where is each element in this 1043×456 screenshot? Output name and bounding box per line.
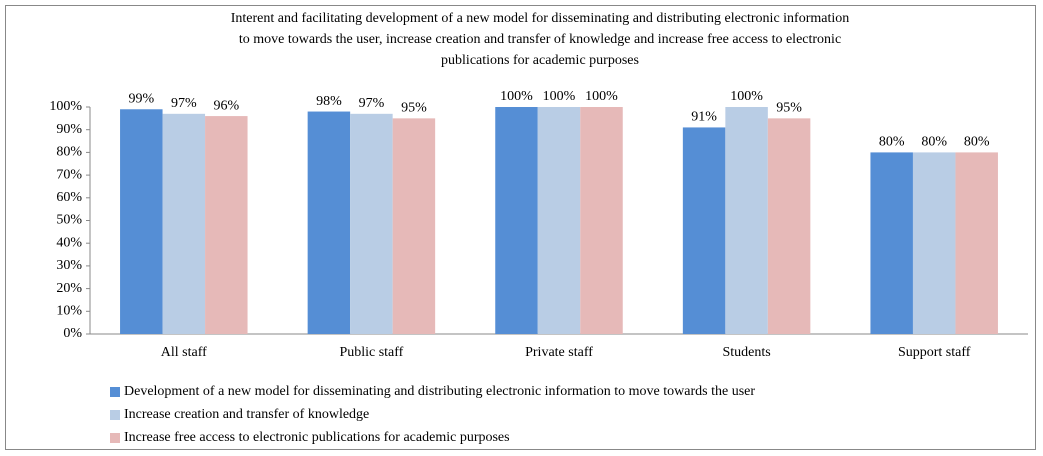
y-tick-label: 70% [56, 167, 82, 182]
x-tick-label: Public staff [339, 345, 403, 360]
y-tick-label: 80% [56, 145, 82, 160]
bar [350, 113, 393, 334]
legend-swatch [110, 433, 120, 443]
legend-label: Increase creation and transfer of knowle… [124, 407, 369, 422]
legend-label: Increase free access to electronic publi… [124, 430, 510, 445]
data-label: 100% [500, 89, 533, 104]
x-tick-label: All staff [161, 345, 207, 360]
chart-title: to move towards the user, increase creat… [239, 32, 841, 47]
y-tick-label: 100% [49, 99, 82, 114]
bar [392, 118, 436, 334]
legend-label: Development of a new model for dissemina… [124, 384, 755, 399]
chart-title: Interent and facilitating development of… [231, 11, 850, 26]
data-label: 100% [585, 89, 618, 104]
data-label: 100% [543, 89, 576, 104]
bar [537, 107, 581, 334]
bar [162, 113, 206, 334]
data-label: 80% [879, 135, 905, 150]
data-label: 96% [213, 98, 239, 113]
bar [767, 118, 811, 334]
y-tick-label: 30% [56, 258, 82, 273]
bar [955, 152, 998, 334]
data-label: 80% [964, 135, 990, 150]
data-label: 95% [401, 101, 427, 116]
data-label: 80% [921, 135, 947, 150]
bar [120, 109, 163, 335]
x-tick-label: Students [722, 345, 770, 360]
legend-swatch [110, 410, 120, 420]
y-tick-label: 0% [63, 326, 82, 341]
chart-title: publications for academic purposes [441, 53, 639, 68]
y-tick-label: 60% [56, 190, 82, 205]
y-tick-label: 90% [56, 122, 82, 137]
x-tick-label: Support staff [898, 345, 971, 360]
bar [725, 107, 768, 334]
data-label: 99% [128, 91, 154, 106]
x-tick-label: Private staff [525, 345, 593, 360]
data-label: 91% [691, 110, 717, 125]
bar [580, 107, 623, 334]
bar [682, 127, 726, 335]
data-label: 97% [359, 96, 385, 111]
y-tick-label: 10% [56, 304, 82, 319]
data-label: 95% [776, 101, 802, 116]
y-tick-label: 40% [56, 235, 82, 250]
data-label: 100% [730, 89, 763, 104]
legend-swatch [110, 387, 120, 397]
bar [495, 107, 538, 334]
data-label: 97% [171, 96, 197, 111]
data-label: 98% [316, 94, 342, 109]
bar [205, 116, 248, 334]
y-tick-label: 50% [56, 213, 82, 228]
bar [870, 152, 913, 334]
y-tick-label: 20% [56, 281, 82, 296]
bar [307, 111, 351, 334]
bar [912, 152, 956, 334]
